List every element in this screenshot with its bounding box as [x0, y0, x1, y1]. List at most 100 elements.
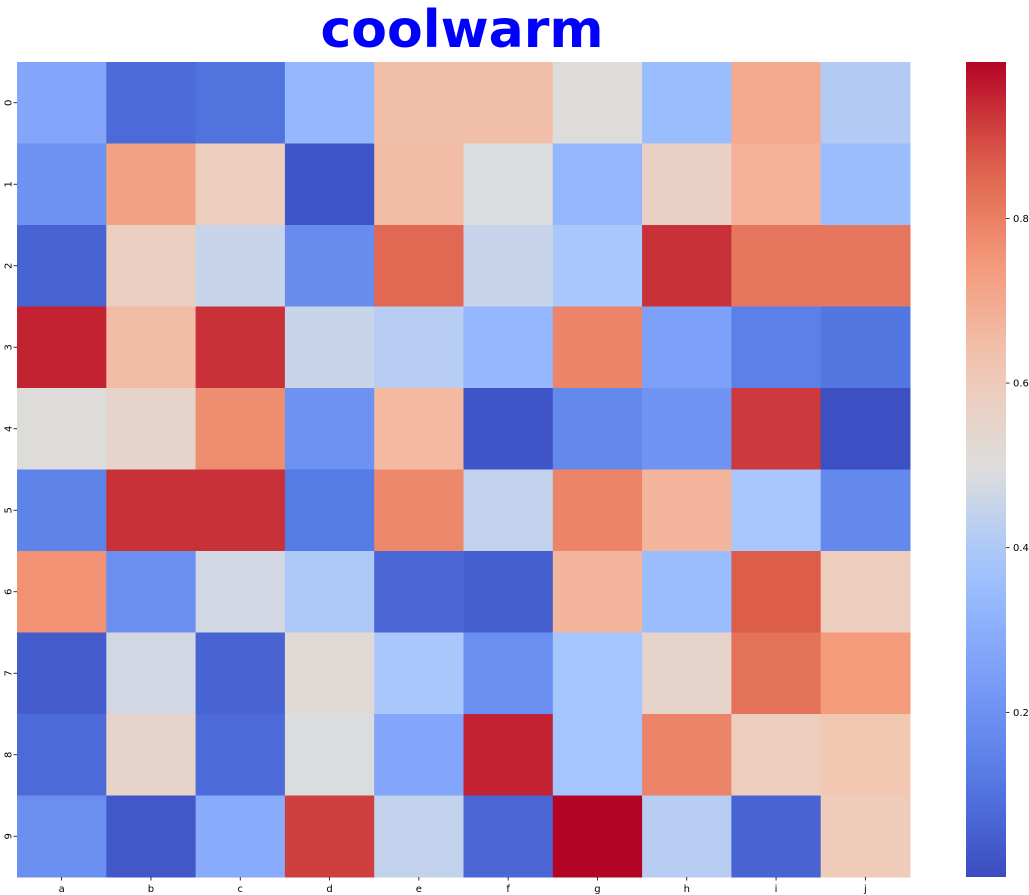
- colorbar: 0.2 0.4 0.6 0.8: [966, 62, 1029, 877]
- heatmap-cell: [106, 388, 197, 470]
- heatmap-cell: [463, 143, 554, 226]
- heatmap-cell: [195, 795, 286, 878]
- heatmap-cell: [374, 795, 464, 878]
- heatmap-cell: [284, 62, 375, 144]
- heatmap-cell: [463, 225, 554, 307]
- heatmap-cell: [463, 795, 554, 878]
- heatmap-cell: [731, 388, 822, 470]
- heatmap-cell: [374, 306, 464, 389]
- heatmap-cell: [284, 225, 375, 307]
- heatmap-cell: [642, 795, 732, 878]
- y-tick-label: 5: [4, 507, 15, 513]
- x-tick-label: b: [148, 884, 154, 895]
- heatmap-cell: [106, 469, 197, 552]
- heatmap-cell: [820, 632, 911, 715]
- heatmap-cell: [106, 795, 197, 878]
- y-tick-label: 8: [4, 752, 15, 758]
- heatmap-cell: [820, 469, 911, 552]
- heatmap-cell: [106, 225, 197, 307]
- heatmap-cell: [284, 632, 375, 715]
- heatmap-cell: [374, 62, 464, 144]
- heatmap-cell: [463, 632, 554, 715]
- colorbar-tick-label: 0.2: [1013, 708, 1029, 719]
- heatmap-cell: [820, 714, 911, 796]
- heatmap-cell: [284, 551, 375, 633]
- y-tick-label: 2: [4, 263, 15, 269]
- heatmap-cell: [195, 469, 286, 552]
- y-tick-label: 7: [4, 670, 15, 676]
- heatmap-cell: [374, 388, 464, 470]
- heatmap-cell: [17, 714, 107, 796]
- heatmap-cell: [195, 306, 286, 389]
- heatmap-cell: [642, 62, 732, 144]
- x-tick-label: e: [416, 884, 422, 895]
- heatmap-cell: [17, 225, 107, 307]
- y-tick-label: 1: [4, 181, 15, 187]
- heatmap-cell: [195, 62, 286, 144]
- heatmap-cell: [284, 469, 375, 552]
- heatmap-cell: [106, 62, 197, 144]
- heatmap-cell: [17, 306, 107, 389]
- heatmap-cell: [17, 62, 107, 144]
- heatmap-cell: [374, 143, 464, 226]
- heatmap-cell: [552, 143, 643, 226]
- heatmap-cell: [820, 306, 911, 389]
- x-tick-label: f: [506, 884, 510, 895]
- heatmap-cell: [195, 388, 286, 470]
- heatmap-cell: [463, 714, 554, 796]
- y-tick-label: 6: [4, 589, 15, 595]
- heatmap-cell: [731, 469, 822, 552]
- heatmap-cell: [17, 143, 107, 226]
- heatmap-cell: [731, 62, 822, 144]
- heatmap-cell: [552, 632, 643, 715]
- heatmap-cell: [463, 388, 554, 470]
- colorbar-gradient: [966, 62, 1006, 877]
- colorbar-tick-label: 0.4: [1013, 543, 1029, 554]
- x-tick-label: c: [238, 884, 244, 895]
- heatmap-cell: [17, 551, 107, 633]
- heatmap-cell: [731, 306, 822, 389]
- heatmap-cell: [552, 469, 643, 552]
- heatmap-cell: [731, 551, 822, 633]
- heatmap-cell: [820, 62, 911, 144]
- heatmap-cell: [284, 306, 375, 389]
- heatmap-cell: [820, 143, 911, 226]
- heatmap-cell: [284, 143, 375, 226]
- heatmap-cell: [820, 551, 911, 633]
- heatmap-cell: [195, 632, 286, 715]
- heatmap-cell: [552, 388, 643, 470]
- heatmap-cell: [374, 632, 464, 715]
- heatmap-cell: [642, 469, 732, 552]
- heatmap-cell: [195, 225, 286, 307]
- heatmap-cell: [463, 551, 554, 633]
- x-tick-label: d: [326, 884, 332, 895]
- heatmap-cell: [552, 306, 643, 389]
- x-tick-label: i: [775, 884, 778, 895]
- x-tick-label: g: [594, 884, 600, 895]
- heatmap-cell: [17, 388, 107, 470]
- heatmap-cell: [552, 225, 643, 307]
- heatmap-cell: [731, 632, 822, 715]
- heatmap-cell: [17, 795, 107, 878]
- heatmap-cell: [820, 795, 911, 878]
- x-tick-label: a: [59, 884, 65, 895]
- chart-title: coolwarm: [320, 0, 603, 60]
- heatmap-cell: [106, 306, 197, 389]
- heatmap-cell: [284, 714, 375, 796]
- heatmap-cells: [17, 62, 911, 878]
- x-tick-label: j: [863, 884, 867, 895]
- y-tick-label: 0: [4, 100, 15, 106]
- heatmap-cell: [195, 143, 286, 226]
- y-tick-label: 4: [4, 426, 15, 432]
- heatmap-cell: [195, 714, 286, 796]
- heatmap-cell: [731, 225, 822, 307]
- heatmap-cell: [106, 714, 197, 796]
- heatmap-cell: [284, 795, 375, 878]
- heatmap-cell: [195, 551, 286, 633]
- y-tick-label: 3: [4, 344, 15, 350]
- heatmap-cell: [731, 714, 822, 796]
- heatmap-cell: [820, 388, 911, 470]
- heatmap-cell: [374, 551, 464, 633]
- heatmap-cell: [106, 632, 197, 715]
